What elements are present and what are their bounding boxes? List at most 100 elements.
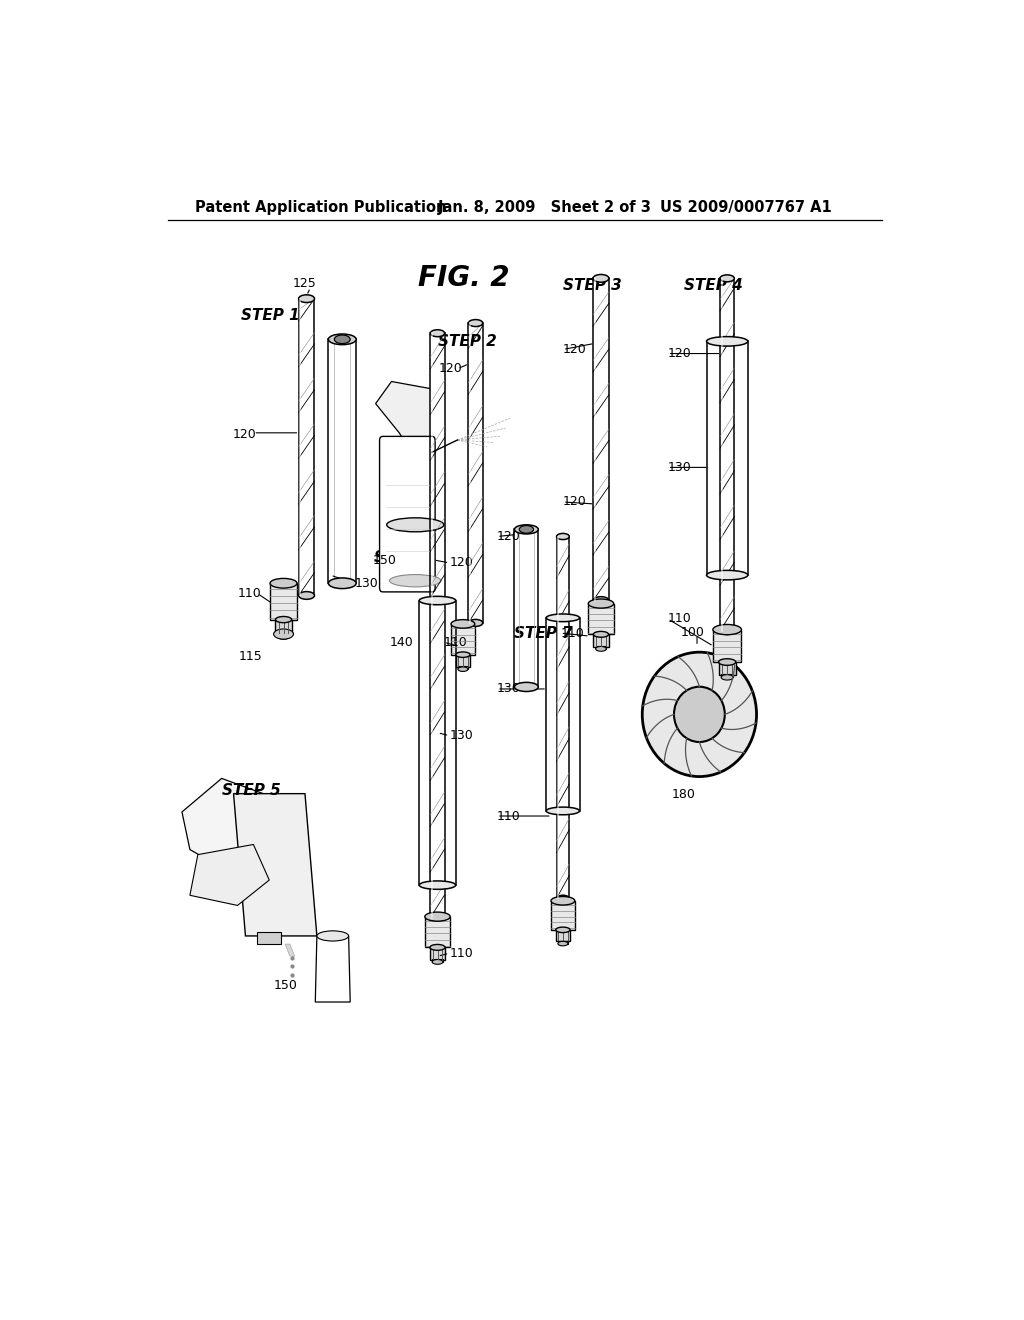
Polygon shape: [387, 525, 443, 581]
Polygon shape: [285, 944, 295, 956]
Ellipse shape: [557, 895, 569, 902]
Polygon shape: [376, 381, 440, 470]
Bar: [425, 916, 451, 948]
Bar: [707, 342, 748, 576]
Ellipse shape: [451, 619, 475, 628]
Bar: [546, 618, 580, 810]
FancyBboxPatch shape: [380, 437, 435, 591]
Text: 120: 120: [497, 531, 521, 543]
Ellipse shape: [273, 630, 294, 639]
Text: Jan. 8, 2009   Sheet 2 of 3: Jan. 8, 2009 Sheet 2 of 3: [437, 201, 651, 215]
Polygon shape: [182, 779, 278, 876]
Text: 150: 150: [273, 979, 297, 993]
Bar: [430, 333, 444, 917]
Bar: [721, 675, 733, 677]
Text: STEP 1: STEP 1: [241, 309, 299, 323]
Polygon shape: [315, 936, 350, 1002]
Ellipse shape: [707, 570, 748, 579]
Ellipse shape: [299, 591, 314, 599]
Text: US 2009/0007767 A1: US 2009/0007767 A1: [659, 201, 831, 215]
Bar: [270, 583, 297, 619]
Ellipse shape: [519, 525, 534, 533]
Ellipse shape: [430, 944, 445, 950]
Bar: [596, 645, 606, 649]
Bar: [468, 323, 482, 623]
Text: 110: 110: [560, 627, 585, 640]
Bar: [556, 929, 570, 941]
Text: 130: 130: [497, 682, 521, 696]
Polygon shape: [189, 845, 269, 906]
Text: 150: 150: [373, 554, 396, 568]
Text: 180: 180: [672, 788, 695, 801]
Ellipse shape: [642, 652, 757, 776]
Text: 110: 110: [668, 612, 691, 626]
Text: 140: 140: [390, 636, 414, 648]
Ellipse shape: [419, 880, 456, 890]
Text: 110: 110: [443, 636, 468, 648]
Ellipse shape: [316, 931, 348, 941]
Text: 120: 120: [563, 343, 587, 356]
Ellipse shape: [335, 335, 350, 343]
Bar: [593, 635, 608, 647]
Ellipse shape: [299, 294, 314, 302]
Text: 115: 115: [240, 649, 263, 663]
Ellipse shape: [551, 896, 574, 906]
Bar: [278, 634, 289, 636]
Bar: [257, 932, 282, 944]
Bar: [329, 339, 356, 583]
Ellipse shape: [514, 525, 539, 535]
Ellipse shape: [270, 578, 297, 589]
Ellipse shape: [593, 597, 609, 605]
Bar: [458, 667, 468, 669]
Bar: [514, 529, 539, 686]
Bar: [557, 536, 569, 899]
Ellipse shape: [468, 619, 482, 627]
Ellipse shape: [432, 960, 442, 965]
Text: 120: 120: [668, 347, 691, 360]
Text: STEP 3: STEP 3: [563, 279, 622, 293]
Text: STEP 7: STEP 7: [514, 626, 573, 640]
Text: 110: 110: [450, 946, 473, 960]
Bar: [299, 298, 314, 595]
Ellipse shape: [458, 667, 468, 672]
Ellipse shape: [593, 275, 609, 282]
Ellipse shape: [588, 599, 613, 609]
Ellipse shape: [546, 807, 580, 814]
Text: 100: 100: [680, 626, 705, 639]
Bar: [456, 655, 470, 667]
Bar: [588, 603, 613, 635]
Text: 130: 130: [354, 577, 378, 590]
Text: 120: 120: [439, 362, 463, 375]
Ellipse shape: [329, 334, 356, 345]
Text: Patent Application Publication: Patent Application Publication: [196, 201, 446, 215]
Ellipse shape: [546, 614, 580, 622]
Ellipse shape: [430, 915, 444, 921]
Ellipse shape: [329, 578, 356, 589]
Ellipse shape: [430, 330, 444, 337]
Ellipse shape: [713, 624, 741, 635]
Text: STEP 6: STEP 6: [374, 550, 433, 565]
Ellipse shape: [558, 941, 568, 946]
Bar: [713, 630, 741, 663]
Text: 130: 130: [450, 729, 473, 742]
Ellipse shape: [514, 682, 539, 692]
Bar: [275, 619, 292, 634]
Text: 125: 125: [293, 277, 316, 290]
Polygon shape: [233, 793, 316, 936]
Bar: [432, 960, 442, 962]
Ellipse shape: [556, 927, 570, 933]
Text: STEP 4: STEP 4: [684, 279, 742, 293]
Text: STEP 5: STEP 5: [221, 783, 281, 799]
Ellipse shape: [425, 912, 451, 921]
Text: 120: 120: [232, 429, 256, 441]
Text: 110: 110: [497, 809, 521, 822]
Ellipse shape: [720, 275, 734, 281]
Ellipse shape: [468, 319, 482, 326]
Bar: [720, 279, 734, 631]
Ellipse shape: [593, 631, 608, 638]
Text: FIG. 2: FIG. 2: [418, 264, 509, 292]
Ellipse shape: [389, 574, 441, 587]
Text: 110: 110: [238, 587, 261, 599]
Bar: [451, 624, 475, 655]
Ellipse shape: [674, 686, 725, 742]
